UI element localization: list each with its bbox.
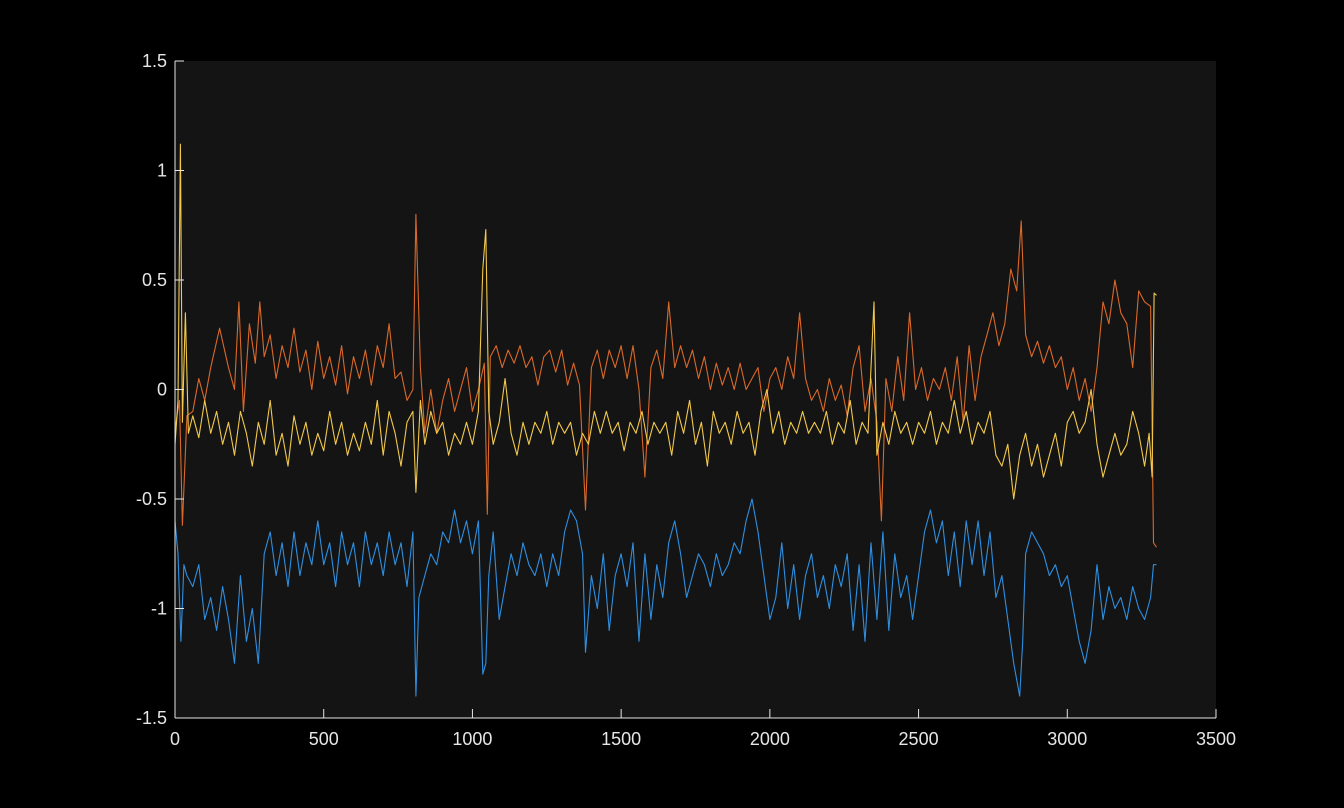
x-tick-label: 2500: [899, 729, 939, 749]
y-tick-label: -1.5: [136, 708, 167, 728]
x-axis-ticks: 0 500 1000 1500 2000 2500 3000 3500: [170, 709, 1236, 749]
y-tick-label: 0.5: [142, 270, 167, 290]
x-tick-label: 3500: [1196, 729, 1236, 749]
x-tick-label: 3000: [1047, 729, 1087, 749]
x-tick-label: 1500: [601, 729, 641, 749]
x-tick-label: 0: [170, 729, 180, 749]
y-tick-label: 1: [157, 161, 167, 181]
series-line-2: [174, 143, 1157, 500]
series-line-1: [174, 213, 1157, 548]
x-tick-label: 2000: [750, 729, 790, 749]
y-tick-label: 1.5: [142, 51, 167, 71]
plot-area: [175, 61, 1216, 718]
series-layer: [174, 143, 1157, 697]
x-tick-label: 500: [309, 729, 339, 749]
y-tick-label: 0: [157, 380, 167, 400]
y-axis-ticks: -1.5 -1 -0.5 0 0.5 1 1.5: [136, 51, 184, 728]
series-line-3: [174, 498, 1157, 697]
y-tick-label: -1: [151, 599, 167, 619]
y-tick-label: -0.5: [136, 489, 167, 509]
x-tick-label: 1000: [452, 729, 492, 749]
